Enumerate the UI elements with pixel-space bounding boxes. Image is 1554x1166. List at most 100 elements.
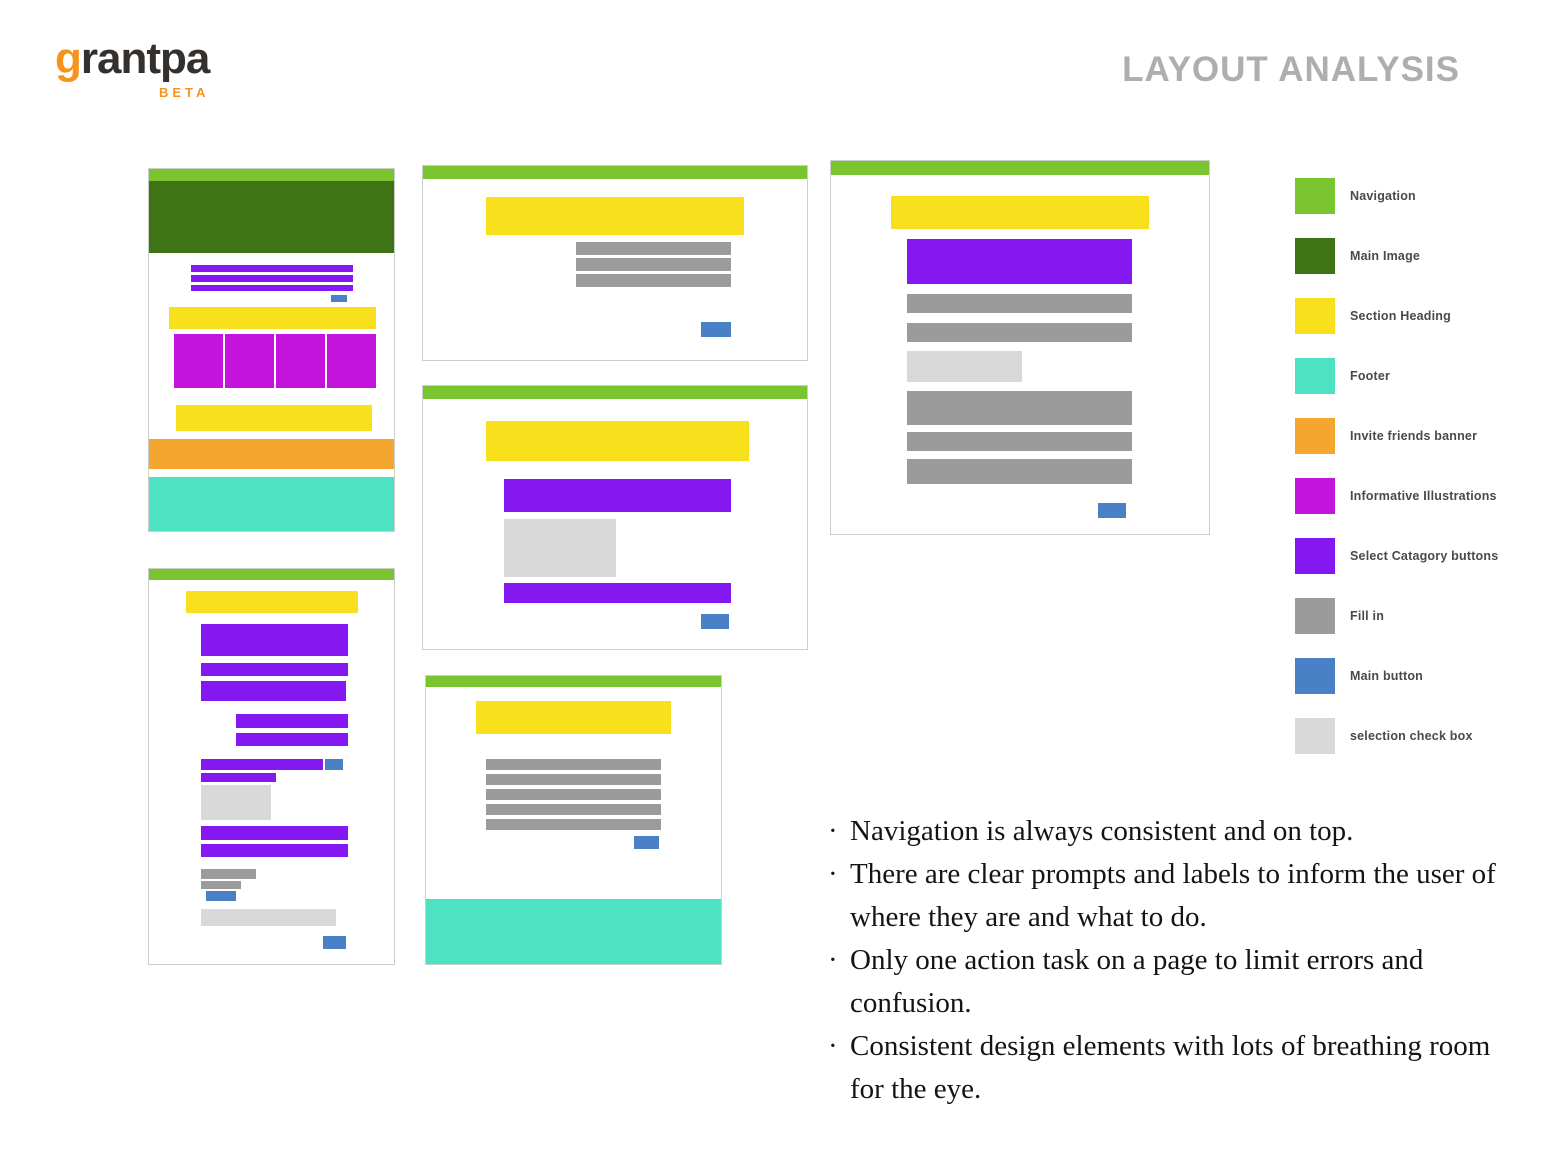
category-button-block	[191, 285, 353, 291]
main-button-block	[701, 614, 729, 629]
legend-item-section-heading: Section Heading	[1295, 298, 1498, 334]
legend-item-main-image: Main Image	[1295, 238, 1498, 274]
logo-g-glyph: g	[55, 34, 82, 83]
wireframe-panel-form-2	[830, 160, 1210, 535]
fill-in-block	[907, 391, 1132, 425]
fill-in-block	[486, 774, 661, 785]
legend-swatch-navigation	[1295, 178, 1335, 214]
fill-in-block	[486, 789, 661, 800]
fill-in-block	[201, 869, 256, 879]
legend-label: Navigation	[1350, 189, 1416, 203]
fill-in-block	[576, 258, 731, 271]
footer-block	[426, 899, 721, 964]
legend-item-category-buttons: Select Catagory buttons	[1295, 538, 1498, 574]
fill-in-block	[486, 804, 661, 815]
section-heading-block	[176, 405, 372, 431]
fill-in-block	[907, 459, 1132, 484]
bullet-glyph: ·	[828, 815, 838, 847]
note-item: · Consistent design elements with lots o…	[828, 1025, 1530, 1111]
category-button-block	[191, 265, 353, 272]
navigation-bar-block	[426, 676, 721, 687]
informative-illustrations-block	[174, 334, 376, 388]
navigation-bar-block	[149, 569, 394, 580]
legend-item-invite-banner: Invite friends banner	[1295, 418, 1498, 454]
section-heading-block	[486, 421, 749, 461]
legend-swatch-invite-banner	[1295, 418, 1335, 454]
logo-wordmark: grantpa	[55, 34, 210, 83]
category-button-block	[201, 844, 348, 857]
legend-swatch-fill-in	[1295, 598, 1335, 634]
fill-in-block	[576, 242, 731, 255]
fill-in-block	[486, 759, 661, 770]
note-item: · There are clear prompts and labels to …	[828, 853, 1530, 939]
selection-checkbox-block	[201, 909, 336, 926]
logo-rest: rantpa	[80, 34, 210, 83]
grantpa-logo: grantpa BETA	[55, 34, 210, 100]
legend-item-footer: Footer	[1295, 358, 1498, 394]
legend-swatch-footer	[1295, 358, 1335, 394]
fill-in-block	[486, 819, 661, 830]
invite-friends-banner-block	[149, 439, 394, 469]
note-text: Navigation is always consistent and on t…	[850, 815, 1354, 847]
legend-label: Informative Illustrations	[1350, 489, 1497, 503]
category-button-block	[201, 663, 348, 676]
legend-label: Invite friends banner	[1350, 429, 1478, 443]
category-button-block	[907, 239, 1132, 284]
wireframe-panel-categories	[148, 568, 395, 965]
legend-label: Select Catagory buttons	[1350, 549, 1499, 563]
legend-swatch-illustrations	[1295, 478, 1335, 514]
category-button-block	[191, 275, 353, 282]
legend-swatch-category-buttons	[1295, 538, 1335, 574]
section-heading-block	[186, 591, 358, 613]
main-button-block	[323, 936, 346, 949]
section-heading-block	[486, 197, 744, 235]
legend-swatch-main-button	[1295, 658, 1335, 694]
bullet-glyph: ·	[828, 1030, 838, 1062]
fill-in-block	[907, 323, 1132, 342]
section-heading-block	[891, 196, 1149, 229]
illustration-cell	[276, 334, 325, 388]
note-text: There are clear prompts and labels to in…	[850, 858, 1496, 933]
note-item: · Navigation is always consistent and on…	[828, 810, 1530, 853]
category-button-block	[201, 624, 348, 656]
main-button-block	[325, 759, 343, 770]
note-text: Only one action task on a page to limit …	[850, 944, 1424, 1019]
category-button-block	[236, 733, 348, 746]
fill-in-block	[907, 432, 1132, 451]
footer-block	[149, 477, 394, 531]
legend-item-checkbox: selection check box	[1295, 718, 1498, 754]
bullet-glyph: ·	[828, 858, 838, 890]
note-item: · Only one action task on a page to limi…	[828, 939, 1530, 1025]
wireframe-panel-form-3	[425, 675, 722, 965]
selection-checkbox-block	[201, 785, 271, 820]
fill-in-block	[201, 881, 241, 889]
wireframe-panel-form-1	[422, 165, 808, 361]
selection-checkbox-block	[907, 351, 1022, 382]
bullet-glyph: ·	[828, 944, 838, 976]
navigation-bar-block	[423, 166, 807, 179]
illustration-cell	[174, 334, 223, 388]
navigation-bar-block	[149, 169, 394, 181]
navigation-bar-block	[831, 161, 1209, 175]
category-button-block	[201, 759, 323, 770]
illustration-cell	[225, 334, 274, 388]
wireframe-panel-home	[148, 168, 395, 532]
legend-label: Section Heading	[1350, 309, 1451, 323]
legend-label: Main Image	[1350, 249, 1421, 263]
category-button-block	[201, 773, 276, 782]
fill-in-block	[576, 274, 731, 287]
legend-item-fill-in: Fill in	[1295, 598, 1498, 634]
legend-label: selection check box	[1350, 729, 1473, 743]
section-heading-block	[169, 307, 376, 329]
legend-label: Fill in	[1350, 609, 1385, 623]
legend-swatch-section-heading	[1295, 298, 1335, 334]
main-button-block	[331, 295, 347, 302]
note-text: Consistent design elements with lots of …	[850, 1030, 1491, 1105]
main-image-block	[149, 181, 394, 253]
main-button-block	[206, 891, 236, 901]
legend-label: Main button	[1350, 669, 1424, 683]
logo-beta-tag: BETA	[158, 85, 210, 100]
fill-in-block	[907, 294, 1132, 313]
main-button-block	[701, 322, 731, 337]
category-button-block	[504, 583, 731, 603]
